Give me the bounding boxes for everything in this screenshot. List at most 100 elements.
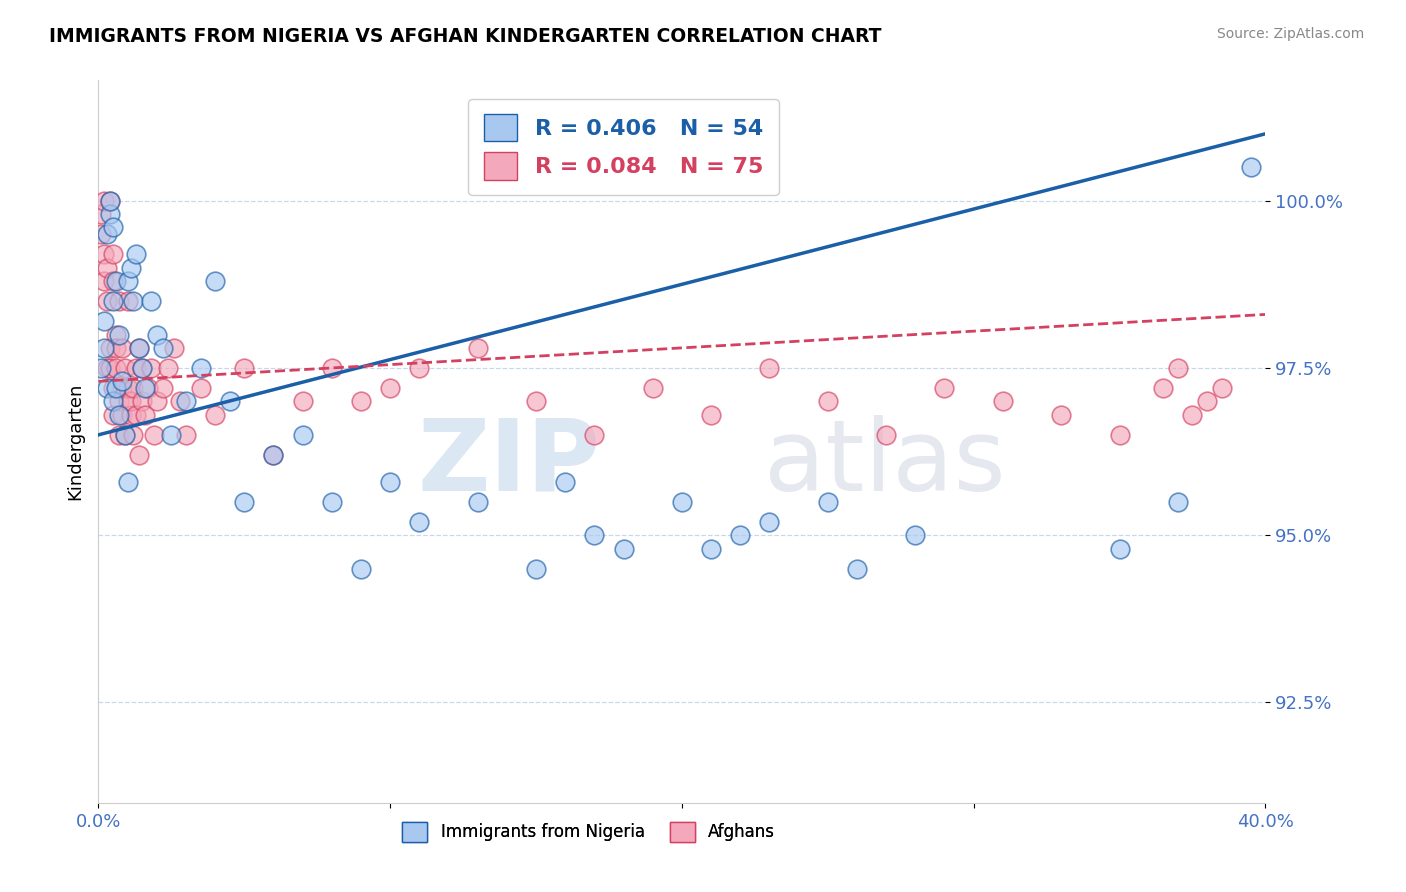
Point [128,341,150,355]
Point [104,381,127,395]
Point [96,227,118,241]
Point [131,360,153,375]
Point [134,408,156,422]
Point [93,314,115,328]
Point [1195,394,1218,409]
Point [1240,161,1263,175]
Point [142,427,165,442]
Text: ZIP: ZIP [418,415,600,512]
Point [111,381,134,395]
Legend: Immigrants from Nigeria, Afghans: Immigrants from Nigeria, Afghans [395,815,782,848]
Point [758,360,780,375]
Point [125,360,148,375]
Point [90,207,112,221]
Point [1167,494,1189,508]
Point [817,494,839,508]
Point [108,394,131,409]
Point [104,327,127,342]
Point [108,427,131,442]
Point [204,274,226,288]
Point [1050,408,1073,422]
Point [108,327,131,342]
Point [108,408,131,422]
Point [93,194,115,208]
Point [160,427,183,442]
Point [131,394,153,409]
Point [163,341,186,355]
Point [93,247,115,261]
Point [1211,381,1233,395]
Point [122,381,145,395]
Point [90,227,112,241]
Point [554,475,576,489]
Point [991,394,1014,409]
Point [96,381,118,395]
Point [98,341,121,355]
Point [233,494,256,508]
Point [612,541,634,556]
Point [467,341,489,355]
Point [262,448,284,462]
Point [174,394,197,409]
Point [117,394,139,409]
Point [104,274,127,288]
Point [101,220,124,235]
Point [101,247,124,261]
Point [114,427,136,442]
Point [467,494,489,508]
Point [671,494,693,508]
Point [641,381,664,395]
Point [904,528,927,542]
Point [104,341,127,355]
Point [98,207,121,221]
Point [204,408,226,422]
Point [291,394,314,409]
Point [408,515,430,529]
Point [108,293,131,308]
Point [380,381,402,395]
Point [875,427,897,442]
Point [111,408,134,422]
Point [730,528,752,542]
Point [380,475,402,489]
Point [98,360,121,375]
Point [583,427,606,442]
Point [169,394,191,409]
Point [350,561,373,575]
Point [146,327,169,342]
Point [700,408,723,422]
Point [233,360,256,375]
Point [120,260,142,275]
Point [120,408,142,422]
Point [934,381,956,395]
Point [524,561,547,575]
Point [139,360,162,375]
Point [262,448,284,462]
Point [817,394,839,409]
Point [104,360,127,375]
Point [93,341,115,355]
Point [117,293,139,308]
Point [321,360,343,375]
Point [139,293,162,308]
Point [101,394,124,409]
Point [90,360,112,375]
Point [136,381,159,395]
Point [120,394,142,409]
Point [128,341,150,355]
Point [122,293,145,308]
Point [96,360,118,375]
Point [117,381,139,395]
Point [408,360,430,375]
Text: Source: ZipAtlas.com: Source: ZipAtlas.com [1216,27,1364,41]
Point [1108,427,1130,442]
Point [700,541,723,556]
Point [114,427,136,442]
Point [758,515,780,529]
Point [321,494,343,508]
Point [93,274,115,288]
Point [146,394,169,409]
Point [101,408,124,422]
Point [111,341,134,355]
Point [96,293,118,308]
